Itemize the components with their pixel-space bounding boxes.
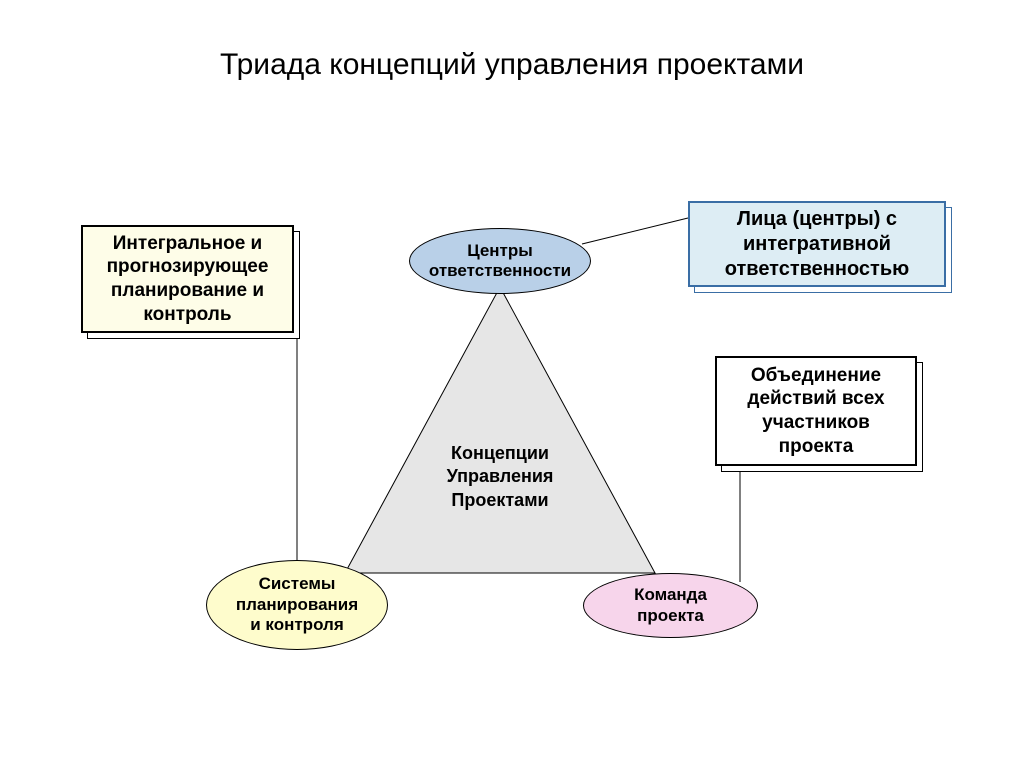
callout-unify-actions: Объединение действий всех участников про… bbox=[715, 356, 917, 466]
ellipse-project-team: Команда проекта bbox=[583, 573, 758, 638]
ellipse-planning-systems: Системы планирования и контроля bbox=[206, 560, 388, 650]
triangle-label: Концепции Управления Проектами bbox=[420, 442, 580, 512]
callout-integrative-responsibility: Лица (центры) с интегративной ответствен… bbox=[688, 201, 946, 287]
ellipse-responsibility-centers: Центры ответственности bbox=[409, 228, 591, 294]
page-title: Триада концепций управления проектами bbox=[0, 48, 1024, 82]
callout-integral-planning: Интегральное и прогнозирующее планирован… bbox=[81, 225, 294, 333]
diagram-stage: Триада концепций управления проектами Ко… bbox=[0, 0, 1024, 768]
